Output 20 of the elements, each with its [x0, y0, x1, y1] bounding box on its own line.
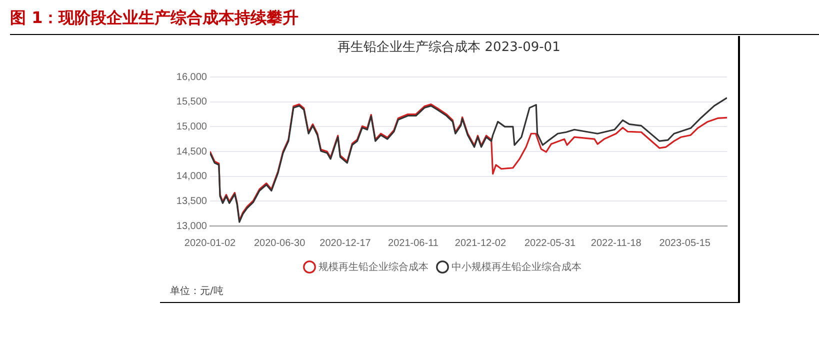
x-tick-label: 2021-06-11: [388, 238, 439, 249]
y-tick-label: 15,000: [176, 121, 208, 132]
legend-label: 中小规模再生铅企业综合成本: [452, 260, 582, 273]
y-tick-label: 16,000: [176, 72, 208, 83]
x-tick-label: 2020-06-30: [254, 238, 306, 249]
y-tick-label: 13,500: [176, 196, 208, 207]
x-tick-label: 2022-05-31: [524, 238, 576, 249]
y-tick-label: 15,500: [176, 96, 208, 108]
x-tick-label: 2020-01-02: [184, 238, 236, 249]
chart-subtitle: 再生铅企业生产综合成本 2023-09-01: [336, 39, 562, 56]
chart-title: 图 1：现阶段企业生产综合成本持续攀升: [10, 6, 819, 35]
legend-label: 规模再生铅企业综合成本: [318, 260, 428, 273]
y-tick-label: 14,000: [176, 171, 208, 182]
x-tick-label: 2020-12-17: [320, 238, 372, 249]
text: 单位：元/吨: [170, 284, 224, 298]
x-tick-label: 2023-05-15: [659, 238, 711, 249]
x-tick-label: 2021-12-02: [454, 238, 506, 249]
y-tick-label: 14,500: [176, 146, 208, 158]
y-tick-label: 13,000: [176, 220, 208, 232]
x-tick-label: 2022-11-18: [590, 238, 642, 249]
